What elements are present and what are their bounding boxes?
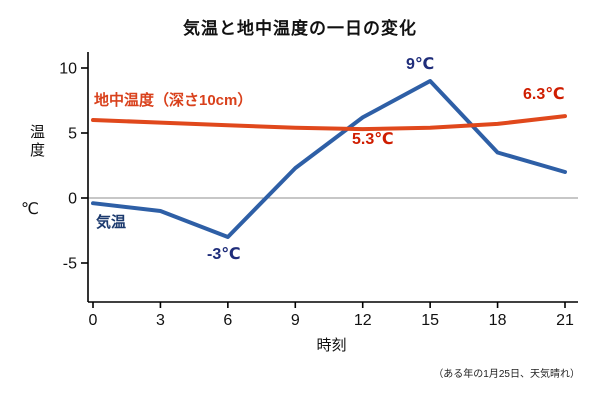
x-tick-label: 21: [556, 312, 574, 329]
y-axis-unit-label: ℃: [21, 201, 39, 218]
x-tick-label: 3: [156, 312, 165, 329]
air-temp-series-label: 気温: [96, 214, 127, 231]
air-temp-line: [91, 79, 567, 239]
y-tick-label: -5: [63, 256, 77, 273]
y-tick-label: 5: [68, 126, 77, 143]
y-tick-label: 0: [68, 191, 77, 208]
ground-temp-series-label: 地中温度（深さ10cm）: [94, 92, 253, 109]
y-axis-label: 温度: [28, 124, 45, 160]
x-tick-label: 18: [489, 312, 507, 329]
x-axis-label: 時刻: [316, 337, 347, 354]
x-tick-label: 9: [291, 312, 300, 329]
x-tick-label: 15: [421, 312, 439, 329]
chart-title: 気温と地中温度の一日の変化: [183, 19, 417, 38]
air-temp-peak-value-label: 9℃: [406, 56, 435, 73]
y-tick-label: 10: [59, 61, 77, 78]
x-tick-label: 6: [223, 312, 232, 329]
air-temp-trough-value-label: -3℃: [207, 246, 241, 263]
x-tick-label: 0: [89, 312, 98, 329]
ground-temp-end-value-label: 6.3℃: [523, 86, 565, 103]
ground-temp-min-value-label: 5.3℃: [352, 131, 394, 148]
chart-footnote: （ある年の1月25日、天気晴れ）: [433, 369, 580, 380]
ground-temp-line: [91, 114, 567, 132]
x-tick-label: 12: [354, 312, 372, 329]
